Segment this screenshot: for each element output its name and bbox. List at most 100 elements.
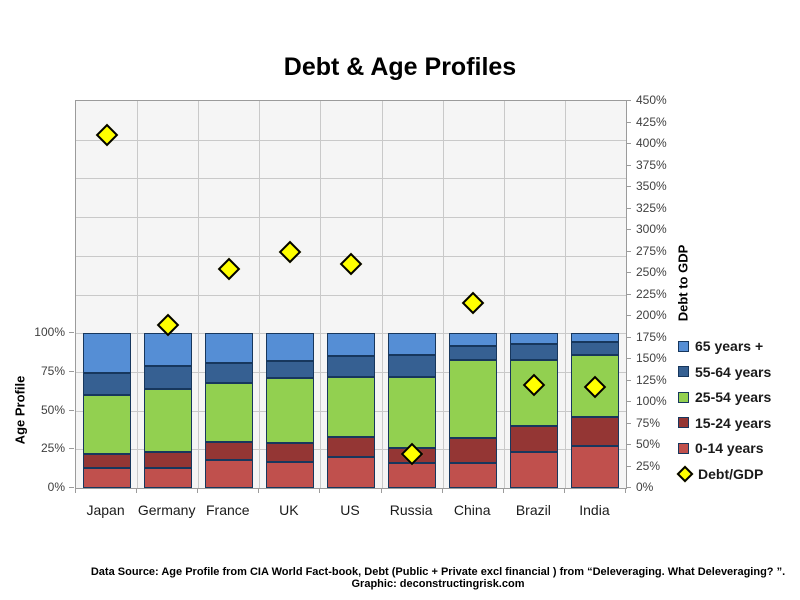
right-axis-tick-label: 100% (636, 394, 667, 408)
gridline-horizontal (76, 178, 626, 180)
plot-area (75, 100, 627, 489)
right-axis-tick-label: 200% (636, 308, 667, 322)
bar-segment-15-24-years (143, 452, 192, 468)
gridline-vertical (503, 101, 505, 488)
bar-segment-15-24-years (265, 443, 314, 462)
bar-segment-0-14-years (327, 457, 375, 488)
right-axis-tick (626, 121, 631, 123)
category-label: France (205, 502, 250, 518)
legend-swatch-icon (678, 366, 689, 378)
debt-gdp-marker (217, 257, 241, 281)
left-axis-title: Age Profile (12, 375, 28, 445)
right-axis-tick-label: 400% (636, 136, 667, 150)
right-axis-tick-label: 300% (636, 222, 667, 236)
bar-segment-55-64-years (143, 365, 192, 389)
bar-segment-0-14-years (510, 452, 559, 488)
right-axis-tick-label: 275% (636, 243, 667, 258)
bar-segment-0-14-years (265, 461, 314, 488)
right-axis-tick (626, 336, 631, 338)
right-axis-tick (626, 100, 631, 101)
chart-title: Debt & Age Profiles (283, 53, 517, 81)
legend-swatch-icon (678, 417, 689, 429)
left-axis-tick-label: 50% (40, 402, 65, 417)
left-axis-tick (69, 370, 74, 372)
category-label: Russia (389, 502, 433, 518)
category-axis-tick (75, 488, 76, 493)
category-label: Germany (137, 502, 196, 518)
bar-segment-55-64-years (449, 345, 498, 360)
legend-item: 15-24 years (678, 413, 771, 433)
legend-item: Debt/GDP (676, 464, 764, 484)
left-axis-tick-label: 25% (40, 441, 65, 456)
source-note: Data Source: Age Profile from CIA World … (90, 566, 786, 590)
bar-segment-0-14-years (449, 463, 498, 488)
category-label: UK (279, 502, 299, 518)
category-axis-tick (441, 488, 443, 493)
debt-gdp-marker (278, 240, 302, 263)
bar-segment-25-54-years (265, 378, 314, 444)
right-axis-tick-label: 125% (636, 372, 667, 387)
bar-segment-55-64-years (571, 342, 620, 355)
right-axis-tick (626, 272, 631, 273)
bar-segment-25-54-years (388, 376, 437, 448)
right-axis-tick (626, 315, 631, 316)
right-axis-tick-label: 50% (636, 437, 661, 451)
right-axis-tick-label: 375% (636, 157, 667, 172)
right-axis-tick (626, 186, 631, 187)
right-axis-tick-label: 350% (636, 179, 667, 193)
right-axis-tick (626, 465, 631, 467)
left-axis-tick-label: 75% (40, 363, 65, 378)
gridline-vertical (137, 101, 139, 488)
right-axis-tick-label: 325% (636, 200, 667, 215)
right-axis-tick (626, 401, 631, 402)
legend-item: 0-14 years (678, 438, 764, 458)
category-axis-tick (197, 488, 199, 493)
category-axis-tick (502, 488, 504, 493)
right-axis-tick (626, 143, 631, 144)
right-axis-title: Debt to GDP (675, 244, 691, 322)
right-axis-tick (626, 444, 631, 445)
right-axis-tick (626, 207, 631, 209)
bar-segment-0-14-years (388, 463, 437, 488)
legend-item-label: 15-24 years (695, 414, 772, 431)
bar-segment-0-14-years (143, 467, 192, 488)
bar-segment-65-years-+ (143, 333, 192, 366)
gridline-vertical (198, 101, 200, 488)
bar-segment-25-54-years (143, 388, 192, 453)
bar-segment-25-54-years (571, 354, 620, 417)
left-axis-tick (69, 332, 74, 334)
gridline-vertical (564, 101, 566, 488)
bar-segment-25-54-years (204, 382, 253, 442)
bar-segment-0-14-years (571, 446, 620, 488)
legend-item-label: 55-64 years (695, 363, 772, 380)
right-axis-tick-label: 75% (636, 415, 661, 430)
bar-segment-55-64-years (510, 344, 559, 360)
debt-gdp-marker (95, 124, 118, 147)
bar-segment-25-54-years (449, 359, 498, 439)
right-axis-tick (626, 379, 631, 381)
bar-segment-55-64-years (204, 362, 253, 383)
gridline-vertical (320, 101, 322, 488)
bar-segment-65-years-+ (204, 333, 253, 363)
bar-segment-55-64-years (388, 354, 437, 377)
left-axis-tick (69, 487, 74, 488)
bar-segment-65-years-+ (571, 333, 620, 343)
category-label: Brazil (515, 502, 551, 518)
legend-item: 65 years + (678, 336, 763, 356)
category-axis-tick (563, 488, 565, 493)
bar-segment-55-64-years (265, 361, 314, 379)
category-axis-tick (380, 488, 382, 493)
legend-item-label: 0-14 years (695, 440, 764, 457)
legend-item-label: 25-54 years (695, 389, 772, 406)
bar-segment-65-years-+ (449, 333, 498, 346)
left-axis-tick-label: 100% (34, 325, 65, 340)
left-axis-tick (69, 448, 74, 450)
legend-item-label: Debt/GDP (698, 466, 764, 482)
right-axis-tick-label: 25% (636, 458, 661, 473)
gridline-vertical (259, 101, 261, 488)
legend-swatch-icon (678, 391, 689, 403)
legend-swatch-icon (678, 442, 689, 454)
right-axis-tick (626, 358, 631, 359)
right-axis-tick (626, 250, 631, 252)
legend-item-label: 65 years + (695, 338, 764, 354)
